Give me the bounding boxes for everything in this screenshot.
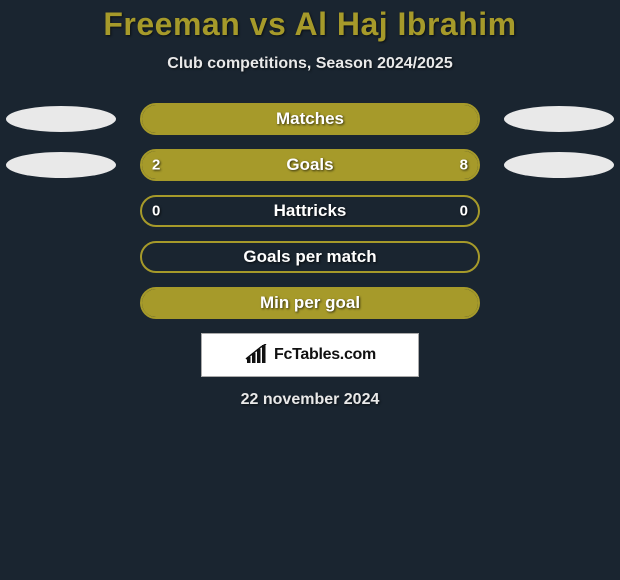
bar-label: Hattricks [142, 201, 478, 221]
bar-fill [142, 105, 478, 133]
comparison-row: 0 0Hattricks [0, 195, 620, 227]
right-player-marker [504, 106, 614, 132]
bar-label: Goals per match [142, 247, 478, 267]
comparison-bar: Goals per match [140, 241, 480, 273]
comparison-bar: Matches [140, 103, 480, 135]
comparison-row: Matches [0, 103, 620, 135]
source-badge-text: FcTables.com [274, 346, 376, 364]
right-player-marker [504, 152, 614, 178]
comparison-bar: Min per goal [140, 287, 480, 319]
comparison-row: Goals per match [0, 241, 620, 273]
comparison-bar: 0 0Hattricks [140, 195, 480, 227]
comparison-row: Min per goal [0, 287, 620, 319]
page-subtitle: Club competitions, Season 2024/2025 [0, 55, 620, 73]
bar-left-value: 2 [152, 157, 160, 174]
left-player-marker [6, 106, 116, 132]
comparison-chart: Freeman vs Al Haj Ibrahim Club competiti… [0, 0, 620, 409]
bar-right-value: 8 [460, 157, 468, 174]
comparison-bar: 28Goals [140, 149, 480, 181]
bar-right-fill [202, 151, 478, 179]
bar-chart-icon [244, 344, 270, 366]
source-badge[interactable]: FcTables.com [201, 333, 419, 377]
comparison-row: 28Goals [0, 149, 620, 181]
left-player-marker [6, 152, 116, 178]
bar-right-value: 0 [460, 203, 468, 220]
bar-left-value: 0 [152, 203, 160, 220]
footer-date: 22 november 2024 [0, 391, 620, 409]
bar-fill [142, 289, 478, 317]
page-title: Freeman vs Al Haj Ibrahim [0, 6, 620, 43]
comparison-rows: Matches28Goals00HattricksGoals per match… [0, 103, 620, 319]
